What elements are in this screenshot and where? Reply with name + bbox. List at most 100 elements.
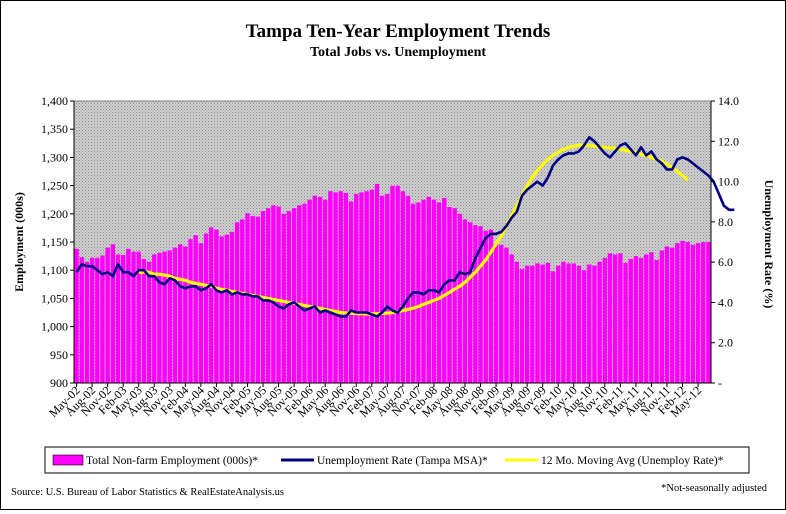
employment-bar-104: [613, 254, 618, 383]
y-left-tick-label-3: 1,050: [41, 291, 68, 305]
employment-bar-75: [462, 219, 468, 383]
employment-bar-40: [281, 213, 286, 383]
employment-bar-101: [597, 261, 602, 383]
employment-bar-90: [540, 264, 545, 383]
employment-bar-8: [115, 254, 121, 383]
employment-bar-1: [79, 257, 84, 383]
employment-bar-97: [576, 265, 582, 383]
legend-swatch-employment: [52, 454, 84, 466]
employment-bar-78: [478, 226, 483, 383]
employment-bar-54: [354, 194, 359, 383]
employment-bar-79: [483, 230, 488, 383]
y-left-tick-label-0: 900: [50, 376, 68, 390]
employment-bar-31: [234, 222, 240, 383]
employment-bar-20: [177, 244, 183, 383]
y-left-tick-label-4: 1,100: [41, 263, 68, 277]
legend-box: [44, 446, 750, 474]
employment-bar-89: [535, 263, 540, 383]
employment-bar-53: [348, 201, 354, 383]
employment-bar-64: [405, 195, 411, 383]
employment-bar-49: [328, 191, 333, 383]
y-left-tick-label-6: 1,200: [41, 207, 68, 221]
employment-bar-35: [255, 216, 261, 383]
employment-bar-121: [701, 242, 706, 383]
employment-bar-19: [172, 247, 178, 383]
employment-bar-91: [545, 262, 551, 383]
employment-bar-13: [141, 258, 147, 383]
employment-bar-118: [685, 242, 690, 383]
employment-bar-16: [157, 252, 162, 383]
employment-bar-7: [110, 244, 116, 383]
source-note: Source: U.S. Bureau of Labor Statistics …: [11, 487, 284, 498]
employment-bar-39: [276, 206, 281, 383]
employment-bar-44: [302, 203, 307, 383]
y-right-tick-label-6: 12.0: [718, 134, 739, 148]
employment-bars: [74, 183, 711, 383]
employment-bar-15: [152, 254, 157, 383]
chart-title: Tampa Ten-Year Employment Trends: [246, 21, 551, 42]
employment-bar-114: [664, 246, 670, 383]
employment-bar-96: [571, 263, 576, 383]
employment-bar-85: [514, 261, 519, 383]
unemployment-line: [75, 136, 735, 318]
employment-bar-52: [343, 192, 349, 383]
employment-bar-17: [162, 251, 167, 383]
line-series: [75, 136, 735, 318]
legend: Total Non-farm Employment (000s)* Unempl…: [44, 446, 750, 474]
employment-bar-42: [291, 208, 297, 383]
y-axis-left-label: Employment (000s): [12, 192, 26, 292]
employment-bar-22: [188, 239, 193, 383]
employment-bar-116: [675, 243, 680, 383]
employment-bar-111: [649, 252, 654, 383]
employment-bar-47: [317, 196, 323, 383]
employment-bar-73: [452, 208, 457, 383]
employment-bar-11: [131, 251, 136, 383]
employment-bar-103: [607, 253, 613, 383]
employment-bar-48: [322, 199, 328, 383]
y-right-tick-label-7: 14.0: [718, 94, 739, 108]
y-right-tick-label-2: 4.0: [718, 295, 733, 309]
employment-bar-10: [126, 248, 131, 383]
chart-subtitle: Total Jobs vs. Unemployment: [310, 45, 486, 60]
employment-bar-27: [214, 229, 219, 383]
employment-bar-57: [369, 189, 374, 383]
employment-bar-26: [209, 227, 214, 383]
y-right-tick-label-4: 8.0: [718, 215, 733, 229]
employment-bar-98: [581, 270, 587, 383]
employment-bar-33: [245, 213, 250, 383]
y-left-tick-label-7: 1,250: [41, 179, 68, 193]
employment-bar-14: [146, 261, 152, 383]
employment-bar-0: [74, 248, 79, 383]
employment-bar-37: [266, 208, 271, 383]
employment-bar-106: [623, 262, 628, 383]
employment-bar-63: [400, 191, 406, 383]
employment-bar-58: [374, 183, 380, 383]
employment-bar-107: [628, 258, 633, 383]
employment-bar-67: [421, 199, 426, 383]
employment-bar-59: [379, 195, 385, 383]
y-left-tick-label-10: 1,400: [41, 94, 68, 108]
employment-bar-18: [167, 250, 172, 383]
employment-bar-34: [250, 216, 255, 383]
employment-bar-25: [203, 233, 209, 383]
employment-bar-28: [219, 236, 224, 383]
employment-bar-2: [84, 261, 90, 383]
employment-bar-74: [457, 213, 463, 383]
employment-bar-72: [447, 207, 452, 383]
employment-bar-83: [504, 247, 509, 383]
employment-bar-32: [240, 219, 245, 383]
y-left-tick-label-5: 1,150: [41, 235, 68, 249]
employment-bar-117: [680, 240, 685, 383]
employment-bar-99: [587, 264, 592, 383]
employment-bar-60: [385, 194, 390, 383]
employment-bar-38: [271, 205, 276, 383]
employment-bar-71: [442, 198, 447, 383]
employment-bar-29: [224, 234, 229, 383]
y-left-tick-label-2: 1,000: [41, 320, 68, 334]
legend-label-employment: Total Non-farm Employment (000s)*: [86, 455, 258, 467]
employment-bar-61: [390, 185, 395, 383]
employment-bar-41: [286, 210, 292, 383]
employment-bar-45: [307, 199, 312, 383]
employment-bar-80: [488, 229, 494, 383]
